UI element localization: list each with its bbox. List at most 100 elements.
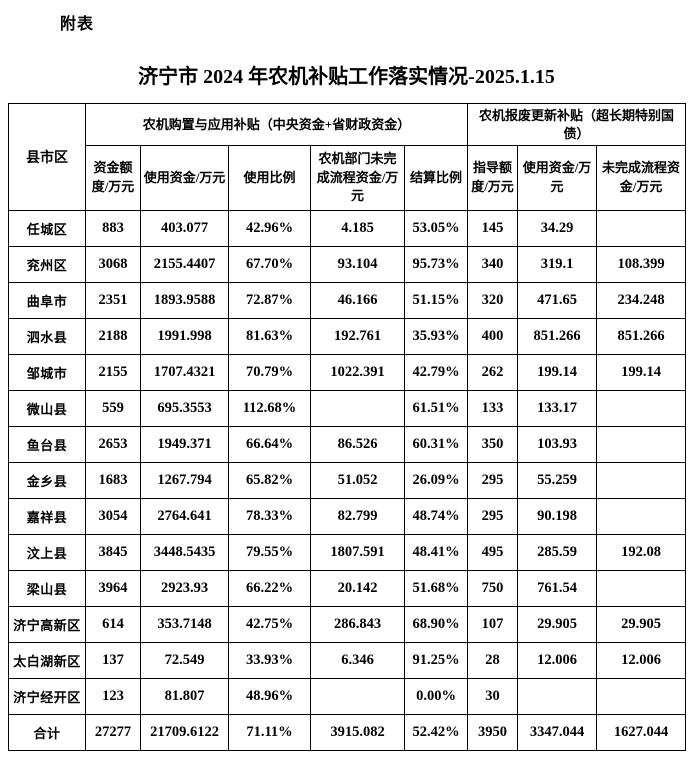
column-header-region: 县市区 — [8, 103, 86, 211]
value-cell: 91.25% — [404, 642, 468, 679]
value-cell: 78.33% — [228, 498, 311, 535]
value-cell: 199.14 — [517, 354, 597, 391]
value-cell: 112.68% — [228, 390, 311, 427]
region-name-cell: 泗水县 — [8, 318, 86, 355]
value-cell: 234.248 — [595, 282, 687, 319]
table-row: 邹城市 2155 1707.4321 70.79% 1022.391 42.79% 262 1… — [8, 354, 687, 391]
value-cell — [310, 678, 405, 715]
value-cell: 199.14 — [595, 354, 687, 391]
column-header: 资金额度/万元 — [85, 145, 141, 211]
value-cell: 12.006 — [517, 642, 597, 679]
value-cell: 851.266 — [595, 318, 687, 355]
value-cell: 1991.998 — [140, 318, 229, 355]
value-cell: 2188 — [85, 318, 141, 355]
table-row: 济宁高新区 614 353.7148 42.75% 286.843 68.90% 107 29… — [8, 606, 687, 643]
value-cell: 1267.794 — [140, 462, 229, 499]
value-cell: 1949.371 — [140, 426, 229, 463]
value-cell: 12.006 — [595, 642, 687, 679]
value-cell: 95.73% — [404, 246, 468, 283]
value-cell: 3845 — [85, 534, 141, 571]
value-cell: 65.82% — [228, 462, 311, 499]
value-cell: 1627.044 — [595, 714, 687, 751]
column-header: 未完成流程资金/万元 — [595, 145, 687, 211]
region-name-cell: 兖州区 — [8, 246, 86, 283]
value-cell: 883 — [85, 210, 141, 247]
value-cell: 1022.391 — [310, 354, 405, 391]
header-subcolumn-row: 资金额度/万元 使用资金/万元 使用比例 农机部门未完成流程资金/万元 结算比例 指导额度… — [9, 145, 687, 211]
value-cell: 48.41% — [404, 534, 468, 571]
region-name-cell: 微山县 — [8, 390, 86, 427]
table-row: 鱼台县 2653 1949.371 66.64% 86.526 60.31% 350 103.… — [8, 426, 687, 463]
value-cell: 48.96% — [228, 678, 311, 715]
value-cell: 72.549 — [140, 642, 229, 679]
value-cell: 66.64% — [228, 426, 311, 463]
value-cell: 90.198 — [517, 498, 597, 535]
value-cell: 559 — [85, 390, 141, 427]
value-cell: 3964 — [85, 570, 141, 607]
subsidy-table: 县市区 农机购置与应用补贴（中央资金+省财政资金） 农机报废更新补贴（超长期特别… — [8, 103, 687, 751]
value-cell: 34.29 — [517, 210, 597, 247]
value-cell: 67.70% — [228, 246, 311, 283]
column-group-scrappage-subsidy: 农机报废更新补贴（超长期特别国债） — [466, 103, 687, 146]
value-cell: 192.761 — [310, 318, 405, 355]
value-cell: 48.74% — [404, 498, 468, 535]
value-cell — [595, 678, 687, 715]
value-cell: 27277 — [85, 714, 141, 751]
value-cell: 29.905 — [595, 606, 687, 643]
value-cell — [595, 462, 687, 499]
value-cell: 3448.5435 — [140, 534, 229, 571]
region-name-cell: 合计 — [8, 714, 86, 751]
value-cell: 42.75% — [228, 606, 311, 643]
value-cell: 81.63% — [228, 318, 311, 355]
value-cell: 295 — [467, 462, 518, 499]
header-group-row: 县市区 农机购置与应用补贴（中央资金+省财政资金） 农机报废更新补贴（超长期特别… — [8, 103, 687, 211]
value-cell: 108.399 — [595, 246, 687, 283]
value-cell: 1683 — [85, 462, 141, 499]
table-row: 太白湖新区 137 72.549 33.93% 6.346 91.25% 28 12.006 1… — [8, 642, 687, 679]
value-cell: 286.843 — [310, 606, 405, 643]
region-name-cell: 济宁高新区 — [8, 606, 86, 643]
value-cell: 295 — [467, 498, 518, 535]
value-cell: 103.93 — [517, 426, 597, 463]
value-cell: 403.077 — [140, 210, 229, 247]
column-header: 农机部门未完成流程资金/万元 — [310, 145, 405, 211]
value-cell — [595, 210, 687, 247]
value-cell: 495 — [467, 534, 518, 571]
region-name-cell: 邹城市 — [8, 354, 86, 391]
value-cell: 2351 — [85, 282, 141, 319]
value-cell: 3950 — [467, 714, 518, 751]
value-cell: 60.31% — [404, 426, 468, 463]
value-cell: 340 — [467, 246, 518, 283]
value-cell: 319.1 — [517, 246, 597, 283]
column-header: 使用比例 — [228, 145, 311, 211]
value-cell: 350 — [467, 426, 518, 463]
value-cell: 285.59 — [517, 534, 597, 571]
value-cell: 1707.4321 — [140, 354, 229, 391]
column-header: 指导额度/万元 — [467, 145, 518, 211]
value-cell: 81.807 — [140, 678, 229, 715]
value-cell: 2923.93 — [140, 570, 229, 607]
value-cell: 1807.591 — [310, 534, 405, 571]
value-cell: 26.09% — [404, 462, 468, 499]
column-group-purchase-subsidy: 农机购置与应用补贴（中央资金+省财政资金） — [85, 103, 468, 146]
region-name-cell: 金乡县 — [8, 462, 86, 499]
value-cell: 3915.082 — [310, 714, 405, 751]
value-cell: 52.42% — [404, 714, 468, 751]
region-name-cell: 任城区 — [8, 210, 86, 247]
value-cell: 72.87% — [228, 282, 311, 319]
value-cell — [595, 570, 687, 607]
value-cell: 1893.9588 — [140, 282, 229, 319]
value-cell: 93.104 — [310, 246, 405, 283]
value-cell: 29.905 — [517, 606, 597, 643]
region-name-cell: 汶上县 — [8, 534, 86, 571]
value-cell: 192.08 — [595, 534, 687, 571]
value-cell: 51.052 — [310, 462, 405, 499]
value-cell: 695.3553 — [140, 390, 229, 427]
value-cell: 2653 — [85, 426, 141, 463]
value-cell: 42.96% — [228, 210, 311, 247]
value-cell — [595, 426, 687, 463]
value-cell: 51.15% — [404, 282, 468, 319]
value-cell: 3054 — [85, 498, 141, 535]
value-cell — [595, 390, 687, 427]
